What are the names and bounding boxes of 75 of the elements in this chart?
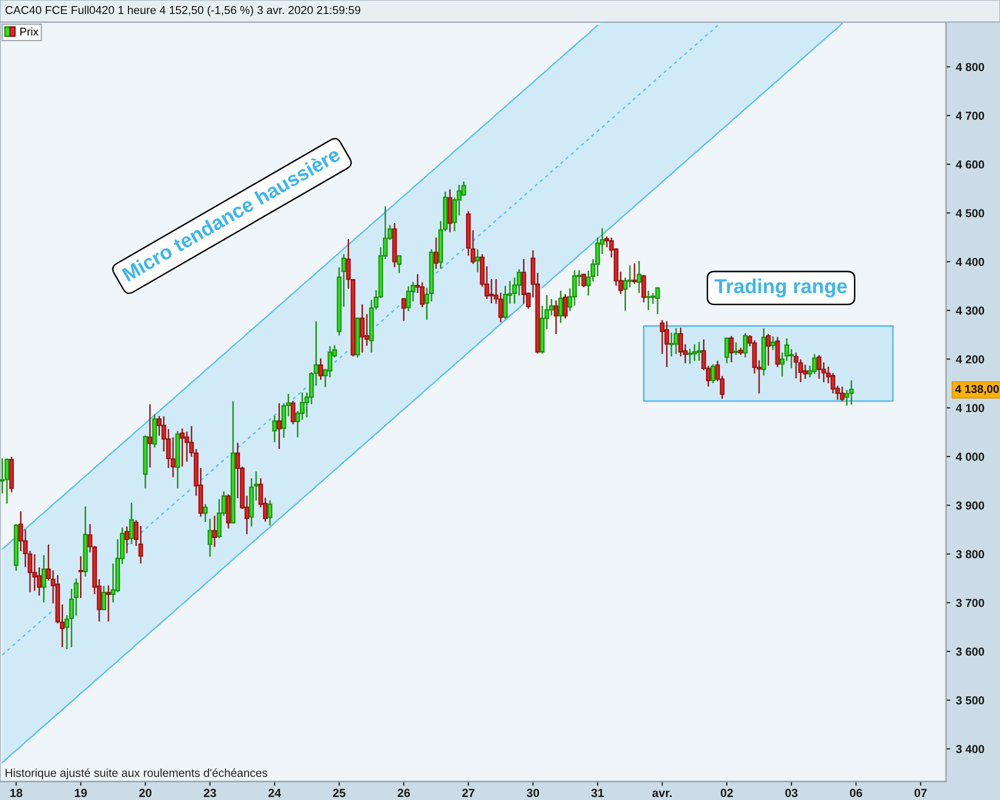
candlestick [272, 416, 277, 442]
y-tick-label: 4 100 [956, 404, 984, 412]
y-tick-label: 4 600 [956, 160, 984, 169]
candlestick [794, 352, 798, 378]
y-tick-label: 3 900 [956, 501, 984, 510]
x-tick-label: 07 [914, 788, 927, 798]
candlestick [636, 260, 642, 294]
candlestick [554, 300, 558, 334]
x-tick-label: 23 [204, 788, 216, 798]
x-tick-label: 06 [850, 788, 862, 798]
candlestick [434, 238, 438, 269]
candlestick [124, 526, 130, 554]
candlestick [180, 428, 185, 467]
candlestick [318, 358, 324, 380]
candlestick [268, 500, 272, 526]
candlestick [742, 333, 748, 358]
candlestick [729, 336, 734, 362]
candlestick [360, 304, 365, 353]
candlestick [581, 274, 586, 288]
y-tick-label: 4 700 [956, 112, 984, 120]
candlestick [710, 364, 716, 384]
x-tick-label: avr. [652, 790, 672, 798]
x-tick-label: 02 [720, 788, 733, 798]
annotation: Historique ajusté suite aux roulements d'échéances [6, 768, 268, 780]
line-series [2, 24, 598, 550]
x-tick-label: 20 [139, 788, 152, 798]
annotation: Trading range [714, 278, 847, 298]
candlestick [664, 321, 670, 368]
candlestick [766, 334, 771, 366]
y-tick-label: 3 600 [956, 648, 984, 656]
candlestick [148, 404, 152, 468]
y-tick-label: 4 500 [956, 209, 984, 218]
text: 4 138,00 [955, 384, 999, 395]
x-tick-label: 31 [591, 788, 604, 798]
candlestick [212, 516, 217, 547]
x-tick-label: 03 [785, 788, 798, 798]
candlestick [42, 555, 46, 602]
candlestick [106, 585, 111, 622]
y-tick-label: 4 300 [956, 306, 984, 315]
y-tick-label: 4 200 [956, 355, 984, 364]
candlestick [475, 249, 480, 272]
x-tick-label: 24 [268, 788, 282, 797]
candlestick [290, 400, 296, 424]
candlestick [641, 275, 646, 302]
x-tick-label: 19 [74, 788, 87, 798]
y-tick-label: 3 800 [956, 550, 984, 558]
candlestick [203, 504, 208, 522]
candlestick [129, 502, 134, 544]
x-tick-label: 30 [526, 788, 540, 798]
y-tick-label: 4 400 [956, 258, 984, 266]
candlestick [208, 518, 212, 557]
candlestick [775, 336, 780, 368]
x-tick-label: 26 [398, 788, 410, 798]
y-tick-label: 4 000 [956, 452, 984, 461]
candlestick [101, 586, 106, 610]
legend-label: Prix [20, 27, 38, 36]
candlestick [401, 298, 406, 321]
y-tick-label: 3 700 [956, 598, 984, 608]
candlestick [396, 255, 402, 274]
x-tick-label: 18 [10, 788, 22, 798]
y-tick-label: 4 800 [956, 62, 984, 72]
candlestick [734, 342, 738, 355]
candlestick [724, 337, 730, 364]
candlestick [276, 403, 282, 449]
chart-title: CAC40 FCE Full0420 1 heure 4 152,50 (-1,56 %) 3 avr. 2020 21:59:59 [6, 6, 360, 16]
x-tick-label: 25 [333, 788, 346, 798]
candlestick [78, 556, 84, 598]
y-tick-label: 3 500 [956, 696, 984, 704]
candlestick [562, 294, 568, 318]
y-tick-label: 3 400 [956, 744, 984, 754]
candlestick [770, 336, 776, 350]
candlestick [558, 290, 564, 323]
candlestick [521, 259, 526, 304]
x-tick-label: 27 [462, 788, 474, 797]
candlestick [632, 263, 637, 284]
